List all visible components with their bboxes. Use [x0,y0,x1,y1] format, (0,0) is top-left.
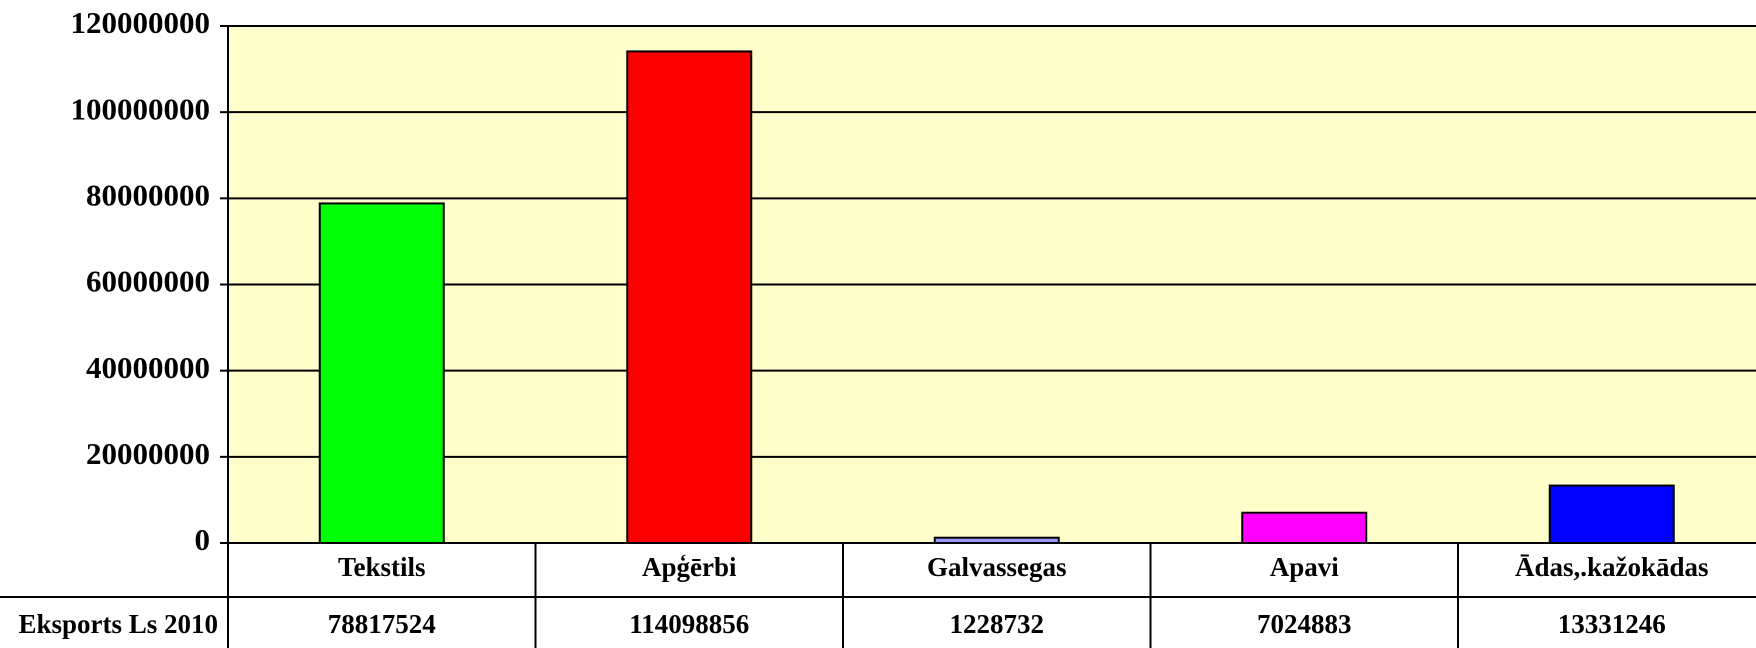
bar [1241,511,1368,544]
y-tick-label: 60000000 [86,264,210,299]
y-tick-label: 100000000 [71,91,211,126]
category-label: Galvassegas [927,552,1067,582]
value-cell: 1228732 [950,609,1045,639]
y-tick-label: 80000000 [86,177,210,212]
y-tick-label: 20000000 [86,436,210,471]
category-label: Tekstils [338,552,426,582]
value-cell: 78817524 [328,609,436,639]
value-cell: 114098856 [629,609,749,639]
bar [626,50,753,544]
y-tick-label: 120000000 [71,5,211,40]
category-label: Ādas,.kažokādas [1515,552,1709,582]
category-label: Apģērbi [642,552,737,582]
bar [318,202,445,545]
y-tick-label: 40000000 [86,350,210,385]
value-cell: 13331246 [1558,609,1666,639]
bar [1548,484,1675,544]
category-label: Apavi [1270,552,1340,582]
y-tick-label: 0 [195,522,211,557]
value-cell: 7024883 [1257,609,1352,639]
series-label: Eksports Ls 2010 [18,609,218,639]
